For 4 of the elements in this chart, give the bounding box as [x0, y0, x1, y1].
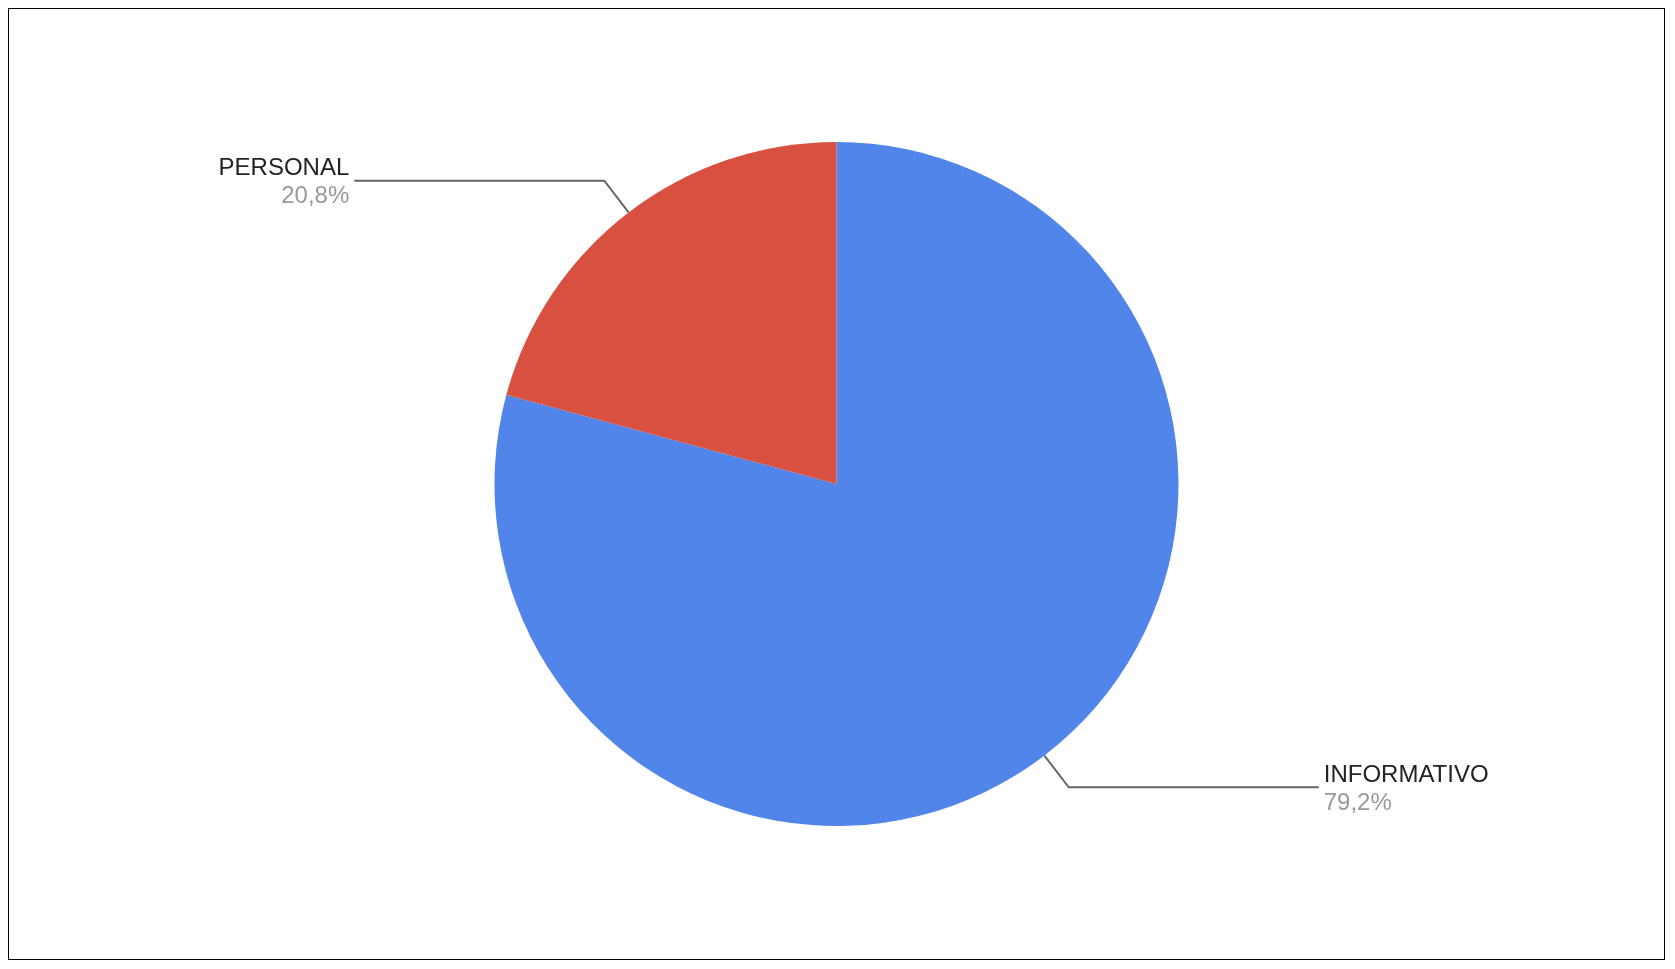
data-label: 20,8%: [281, 181, 350, 209]
slice-label: PERSONAL: [218, 153, 350, 181]
slice-label: INFORMATIVO: [1323, 759, 1489, 787]
data-label: 79,2%: [1323, 787, 1392, 815]
